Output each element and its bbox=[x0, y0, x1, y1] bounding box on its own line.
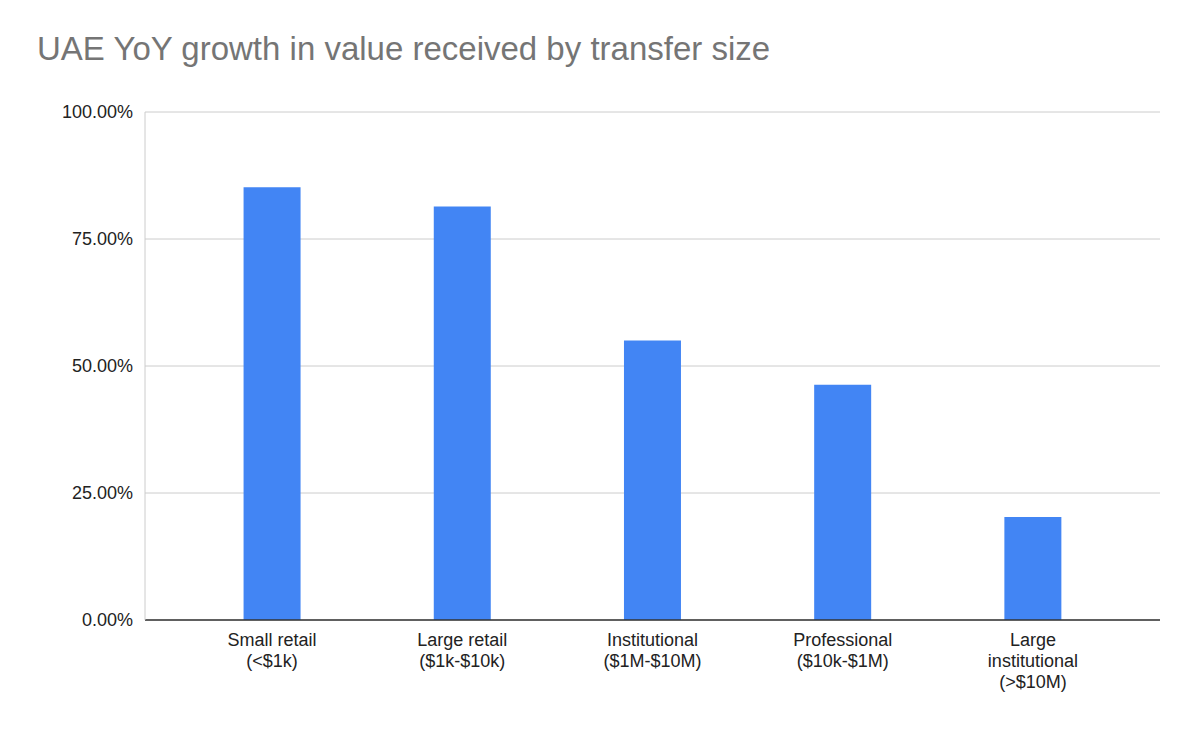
html-text:UAE YoY growth in value receiv: UAE YoY growth in value received by tran… bbox=[37, 30, 771, 67]
svg-text:Professional($10k-$1M): Professional($10k-$1M) bbox=[793, 630, 892, 671]
svg-text:0.00%: 0.00% bbox=[82, 610, 133, 630]
svg-text:Small retail(<$1k): Small retail(<$1k) bbox=[228, 630, 317, 671]
svg-text:75.00%: 75.00% bbox=[72, 229, 133, 249]
svg-text:Largeinstitutional(>$10M): Largeinstitutional(>$10M) bbox=[988, 630, 1078, 692]
svg-text:25.00%: 25.00% bbox=[72, 483, 133, 503]
svg-text:100.00%: 100.00% bbox=[62, 102, 133, 122]
svg-text:50.00%: 50.00% bbox=[72, 356, 133, 376]
svg-text:Institutional($1M-$10M): Institutional($1M-$10M) bbox=[603, 630, 701, 671]
svg-text:Large retail($1k-$10k): Large retail($1k-$10k) bbox=[417, 630, 507, 671]
